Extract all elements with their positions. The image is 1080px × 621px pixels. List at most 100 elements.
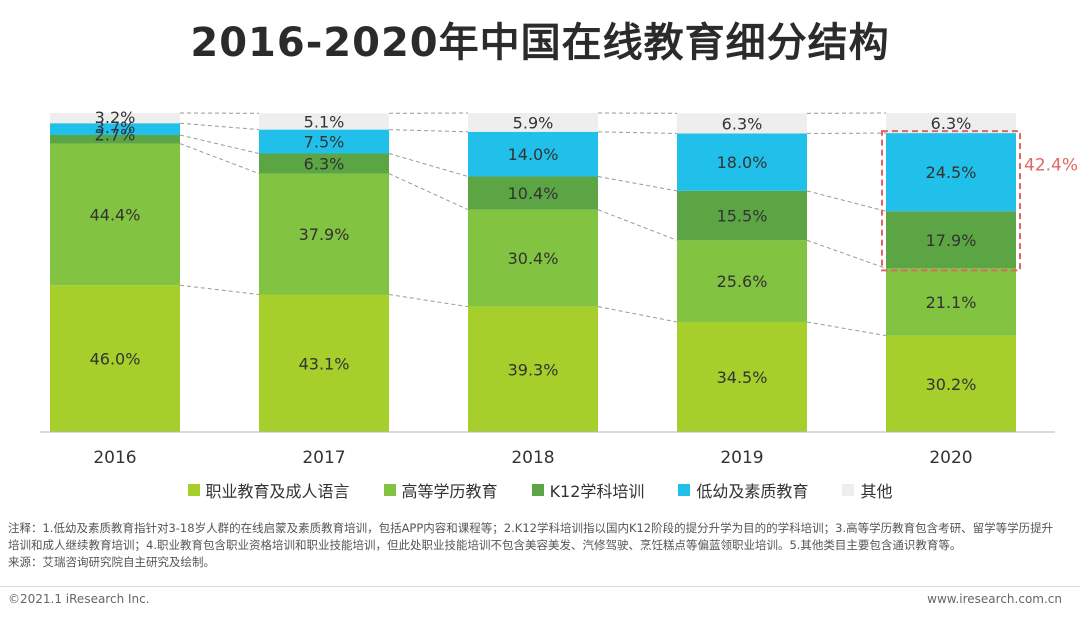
bar-segment [259,294,389,432]
legend-item: 职业教育及成人语言 [187,478,350,502]
connector-lines [179,112,887,337]
bar-segment [677,240,807,322]
data-label: 6.3% [931,114,972,133]
connector-line [179,284,260,296]
connector-line [179,143,260,175]
x-tick-labels: 2016 2017 2018 2019 2020 [93,448,972,468]
legend-item: 其他 [842,478,892,502]
connector-line [597,131,678,134]
connector-line [806,239,887,269]
data-label: 44.4% [90,205,141,224]
connector-line [388,129,469,133]
bar-segment [468,113,598,132]
bar-segment [677,113,807,134]
data-label: 21.1% [926,293,977,312]
legend-swatch [187,484,200,496]
bar-segment [886,211,1016,269]
connector-line [179,122,260,131]
bar-segment [677,133,807,191]
bar-segment [468,176,598,210]
data-label: 14.0% [508,145,559,164]
legend-swatch [842,484,855,496]
bar-segment [50,123,180,136]
bar-segment [468,209,598,307]
bar-segment [886,268,1016,336]
legend-label: K12学科培训 [549,482,645,501]
x-tick-label: 2020 [929,448,972,468]
data-label: 7.5% [304,133,345,152]
legend-item: K12学科培训 [531,478,645,502]
bar-segment [50,285,180,432]
x-tick-label: 2017 [302,448,345,468]
legend-item: 高等学历教育 [383,478,498,502]
chart-title: 2016-2020年中国在线教育细分结构 [190,20,890,66]
data-label: 18.0% [717,153,768,172]
data-label: 39.3% [508,360,559,379]
legend-swatch [531,484,544,496]
data-label: 43.1% [299,354,350,373]
chart-notes: 注释：1.低幼及素质教育指针对3-18岁人群的在线启蒙及素质教育培训，包括APP… [8,520,1063,571]
bar-segment [886,335,1016,432]
bar-segment [259,153,389,174]
bar-segment [468,131,598,177]
data-label: 2.7% [95,126,136,145]
bar-segment [468,306,598,432]
legend-swatch [678,484,691,496]
data-label: 10.4% [508,184,559,203]
data-label: 6.3% [304,155,345,174]
legend-label: 高等学历教育 [401,482,498,501]
x-tick-label: 2019 [720,448,763,468]
data-label: 24.5% [926,163,977,182]
bar-segment [886,113,1016,134]
data-label: 3.2% [95,108,136,127]
connector-line [597,175,678,192]
legend-label: 职业教育及成人语言 [205,482,350,501]
connector-line [806,190,887,212]
note-text: 注释：1.低幼及素质教育指针对3-18岁人群的在线启蒙及素质教育培训，包括APP… [8,521,1054,552]
source-text: 来源：艾瑞咨询研究院自主研究及绘制。 [8,555,215,569]
connector-line [388,294,469,308]
website-text: www.iresearch.com.cn [927,592,1062,606]
connector-line [179,134,260,154]
bar-segment [50,143,180,286]
data-label: 15.5% [717,207,768,226]
legend-label: 其他 [860,482,893,501]
bar-segment [50,113,180,124]
data-label: 5.1% [304,112,345,131]
legend: 职业教育及成人语言 高等学历教育 K12学科培训 低幼及素质教育 其他 [0,478,1080,502]
x-tick-label: 2018 [511,448,554,468]
data-label: 25.6% [717,272,768,291]
highlight-rect [881,130,1021,272]
data-label: 5.9% [513,113,554,132]
bar-segment [259,129,389,154]
highlight-box: 42.4% [881,130,1078,272]
bar-segment [677,190,807,241]
connector-line [388,173,469,211]
highlight-label: 42.4% [1024,156,1078,176]
connector-line [597,306,678,323]
bar-segment [50,135,180,144]
legend-item: 低幼及素质教育 [678,478,808,502]
bar-segment [259,113,389,130]
bar-segment [886,133,1016,212]
data-label: 30.2% [926,375,977,394]
copyright-text: ©2021.1 iResearch Inc. [8,592,150,606]
data-label: 17.9% [926,231,977,250]
bar-segment [259,173,389,295]
legend-swatch [383,484,396,496]
connector-line [806,321,887,337]
footer-divider [0,586,1080,587]
data-label: 46.0% [90,350,141,369]
data-label: 6.3% [722,114,763,133]
data-label: 34.5% [717,368,768,387]
data-label: 30.4% [508,249,559,268]
bar-segment [677,321,807,432]
x-tick-label: 2016 [93,448,136,468]
data-label: 37.9% [299,225,350,244]
legend-label: 低幼及素质教育 [696,482,809,501]
connector-line [597,209,678,241]
bars-layer: 46.0% 44.4% 2.7%3.7%3.2% 43.1% 37.9% 6.3% 7.5%… [50,108,1016,432]
connector-line [388,153,469,177]
data-label: 3.7% [95,118,136,137]
